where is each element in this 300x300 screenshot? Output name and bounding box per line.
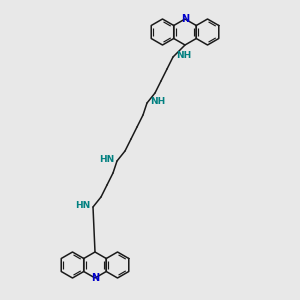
Text: NH: NH	[176, 50, 191, 59]
Text: HN: HN	[99, 155, 114, 164]
Text: N: N	[181, 14, 189, 24]
Text: NH: NH	[150, 98, 165, 106]
Text: N: N	[91, 273, 99, 283]
Text: HN: HN	[75, 202, 90, 211]
